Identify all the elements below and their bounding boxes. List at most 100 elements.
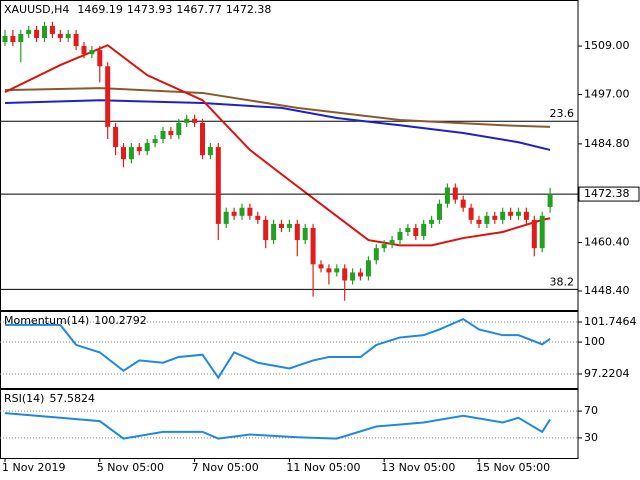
candle-body xyxy=(365,260,371,277)
y-tick-label: 101.7464 xyxy=(584,315,637,328)
header-value: Momentum(14) xyxy=(4,314,89,327)
panel-frame xyxy=(0,311,579,389)
candle-body xyxy=(42,25,47,38)
candle-body xyxy=(160,130,166,140)
x-tick-label: 5 Nov 05:00 xyxy=(97,461,164,474)
candle-body xyxy=(97,50,103,67)
candle-body xyxy=(468,207,474,220)
y-tick-label: 1448.40 xyxy=(584,284,630,297)
indicator-header: RSI(14) 57.5824 xyxy=(4,392,95,405)
candle-body xyxy=(239,207,245,216)
y-tick-label: 1484.80 xyxy=(584,137,630,150)
candle-body xyxy=(26,29,32,34)
candle-body xyxy=(2,35,8,43)
candle-body xyxy=(279,223,284,228)
candle-body xyxy=(215,147,221,224)
indicator-line xyxy=(4,44,551,247)
candle-body xyxy=(531,219,537,249)
candle-body xyxy=(508,211,514,216)
candle-body xyxy=(523,211,529,220)
header-value: 57.5824 xyxy=(49,392,95,405)
candle-body xyxy=(302,227,308,241)
candle-body xyxy=(176,122,182,135)
candle-body xyxy=(105,66,111,127)
indicator-line xyxy=(4,412,551,440)
candle-body xyxy=(437,203,442,220)
candle-body xyxy=(73,33,79,47)
candle-body xyxy=(484,215,490,224)
candle-body xyxy=(89,50,95,55)
candle-body xyxy=(389,240,395,245)
candle-body xyxy=(452,187,458,200)
candle-body xyxy=(255,215,261,220)
candle-body xyxy=(10,35,16,43)
panel-frame xyxy=(0,0,579,311)
header-value: RSI(14) xyxy=(4,392,44,405)
candle-body xyxy=(326,268,332,273)
candle-body xyxy=(334,268,340,273)
indicator-header: Momentum(14) 100.2792 xyxy=(4,314,147,327)
candle-body xyxy=(342,268,348,281)
candle-body xyxy=(294,223,300,241)
y-tick-label: 100 xyxy=(584,335,605,348)
candle-body xyxy=(247,207,253,216)
x-tick-label: 15 Nov 05:00 xyxy=(476,461,550,474)
candle-body xyxy=(547,194,553,207)
candle-body xyxy=(168,130,174,135)
candle-body xyxy=(460,199,466,208)
header-value: 1472.38 xyxy=(226,3,272,16)
indicator-line xyxy=(4,99,551,151)
level-label: 38.2 xyxy=(550,275,575,288)
candle-body xyxy=(286,223,292,228)
header-value: XAUUSD,H4 xyxy=(4,3,69,16)
candle-body xyxy=(200,122,205,156)
candle-body xyxy=(476,219,482,224)
candle-body xyxy=(49,25,55,34)
candle-body xyxy=(421,223,427,237)
price-box xyxy=(578,186,640,202)
y-tick-label: 1460.40 xyxy=(584,235,630,248)
x-tick-label: 11 Nov 05:00 xyxy=(286,461,360,474)
header-value: 1467.77 xyxy=(176,3,222,16)
x-tick-label: 7 Nov 05:00 xyxy=(192,461,259,474)
candle-body xyxy=(444,187,450,204)
candle-body xyxy=(429,219,435,224)
price-box-label: 1472.38 xyxy=(584,187,630,200)
candle-body xyxy=(413,227,419,237)
candle-body xyxy=(144,143,150,152)
level-label: 23.6 xyxy=(550,107,575,120)
candle-body xyxy=(405,227,411,232)
candle-body xyxy=(492,215,498,220)
candle-body xyxy=(18,33,24,43)
y-tick-label: 97.2204 xyxy=(584,367,630,380)
y-tick-label: 1497.00 xyxy=(584,88,630,101)
candle-body xyxy=(397,231,403,241)
candle-body xyxy=(373,248,379,261)
candle-body xyxy=(128,147,134,160)
candle-body xyxy=(184,118,190,123)
candle-body xyxy=(192,118,198,123)
candle-body xyxy=(34,29,40,38)
candle-body xyxy=(223,211,229,224)
candle-body xyxy=(121,147,126,160)
candle-body xyxy=(81,46,87,55)
header-value: 1473.93 xyxy=(127,3,173,16)
candle-body xyxy=(207,147,213,156)
candle-body xyxy=(113,126,119,148)
candle-body xyxy=(516,211,521,216)
candle-body xyxy=(318,264,324,269)
candle-body xyxy=(500,211,506,220)
header-value: 1469.19 xyxy=(77,3,123,16)
y-tick-label: 70 xyxy=(584,404,598,417)
candle-body xyxy=(231,211,237,216)
header-value: 100.2792 xyxy=(94,314,147,327)
indicator-line xyxy=(4,87,551,128)
candle-body xyxy=(539,215,545,249)
y-tick-label: 30 xyxy=(584,431,598,444)
candle-body xyxy=(152,139,158,144)
candle-body xyxy=(263,219,269,241)
x-tick-label: 13 Nov 05:00 xyxy=(381,461,455,474)
chart-header: XAUUSD,H4 1469.19 1473.93 1467.77 1472.38 xyxy=(4,3,271,16)
candle-body xyxy=(136,147,142,152)
